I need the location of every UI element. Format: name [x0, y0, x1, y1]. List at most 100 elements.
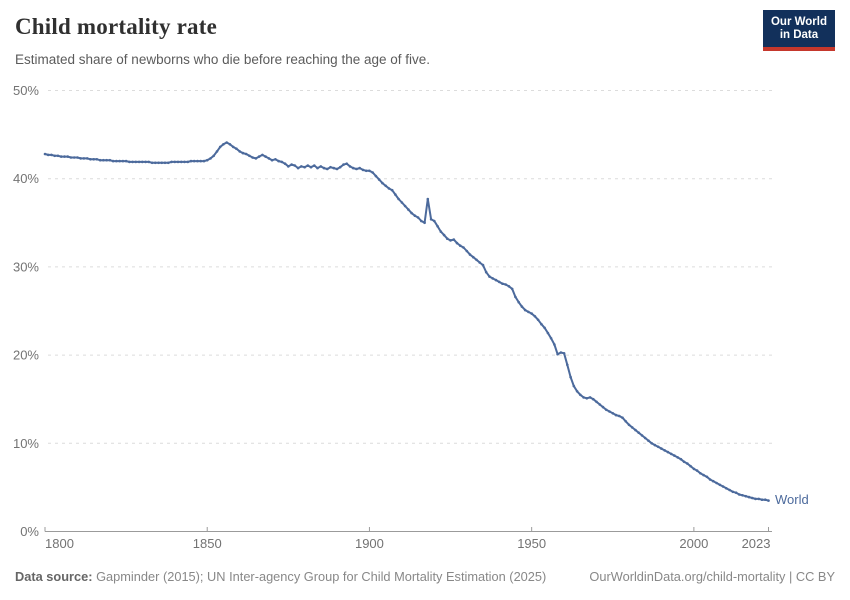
- data-point-marker[interactable]: [316, 166, 319, 170]
- data-point-marker[interactable]: [751, 496, 754, 500]
- data-point-marker[interactable]: [510, 287, 514, 291]
- data-point-marker[interactable]: [728, 488, 731, 492]
- data-point-marker[interactable]: [637, 431, 640, 435]
- data-point-marker[interactable]: [416, 216, 420, 219]
- data-point-marker[interactable]: [449, 239, 452, 242]
- data-point-marker[interactable]: [514, 295, 517, 299]
- data-point-marker[interactable]: [491, 277, 495, 280]
- data-point-marker[interactable]: [562, 352, 566, 355]
- data-point-marker[interactable]: [290, 163, 293, 166]
- data-point-marker[interactable]: [157, 161, 160, 165]
- data-point-marker[interactable]: [575, 390, 579, 393]
- data-point-marker[interactable]: [218, 145, 222, 149]
- data-point-marker[interactable]: [595, 400, 598, 404]
- data-point-marker[interactable]: [608, 410, 611, 413]
- data-point-marker[interactable]: [50, 153, 53, 157]
- data-point-marker[interactable]: [666, 450, 670, 454]
- data-point-marker[interactable]: [764, 498, 767, 502]
- data-point-marker[interactable]: [747, 495, 751, 499]
- data-point-marker[interactable]: [202, 159, 206, 163]
- data-point-marker[interactable]: [468, 253, 472, 256]
- data-point-marker[interactable]: [566, 363, 569, 367]
- data-point-marker[interactable]: [215, 150, 219, 153]
- data-point-marker[interactable]: [601, 405, 605, 409]
- data-point-marker[interactable]: [53, 154, 56, 158]
- data-point-marker[interactable]: [760, 498, 764, 502]
- data-point-marker[interactable]: [507, 285, 511, 288]
- data-point-marker[interactable]: [108, 158, 112, 162]
- data-point-marker[interactable]: [669, 452, 673, 456]
- data-point-marker[interactable]: [176, 160, 180, 164]
- data-point-marker[interactable]: [79, 157, 82, 160]
- data-point-marker[interactable]: [89, 158, 92, 161]
- data-point-marker[interactable]: [592, 397, 595, 401]
- data-point-marker[interactable]: [270, 158, 274, 162]
- data-point-marker[interactable]: [141, 160, 144, 164]
- data-point-marker[interactable]: [520, 305, 524, 308]
- data-point-marker[interactable]: [475, 258, 478, 262]
- data-point-marker[interactable]: [572, 384, 576, 388]
- data-point-marker[interactable]: [222, 143, 225, 146]
- data-point-marker[interactable]: [536, 318, 540, 322]
- data-point-marker[interactable]: [251, 156, 254, 159]
- data-point-marker[interactable]: [627, 423, 631, 427]
- data-point-marker[interactable]: [374, 174, 378, 178]
- data-point-marker[interactable]: [741, 494, 744, 497]
- data-point-marker[interactable]: [643, 436, 647, 440]
- data-point-marker[interactable]: [319, 165, 323, 168]
- data-point-marker[interactable]: [377, 178, 381, 181]
- data-point-marker[interactable]: [160, 161, 164, 165]
- data-point-marker[interactable]: [439, 230, 443, 233]
- data-point-marker[interactable]: [618, 414, 621, 418]
- data-point-marker[interactable]: [121, 159, 125, 163]
- data-point-marker[interactable]: [478, 261, 482, 264]
- data-point-marker[interactable]: [582, 396, 585, 399]
- data-point-marker[interactable]: [348, 165, 352, 168]
- data-point-marker[interactable]: [682, 460, 686, 464]
- data-point-marker[interactable]: [309, 165, 313, 169]
- data-point-marker[interactable]: [410, 211, 413, 215]
- data-point-marker[interactable]: [660, 447, 663, 450]
- data-point-marker[interactable]: [300, 165, 303, 168]
- data-point-marker[interactable]: [257, 155, 261, 158]
- data-point-marker[interactable]: [559, 351, 563, 354]
- data-point-marker[interactable]: [718, 483, 722, 487]
- data-point-marker[interactable]: [105, 158, 108, 162]
- data-point-marker[interactable]: [384, 184, 388, 188]
- data-point-marker[interactable]: [154, 161, 157, 165]
- data-point-marker[interactable]: [614, 413, 618, 417]
- data-point-marker[interactable]: [400, 201, 404, 204]
- entity-label-world[interactable]: World: [775, 492, 809, 507]
- data-point-marker[interactable]: [235, 147, 238, 150]
- data-point-marker[interactable]: [705, 475, 709, 479]
- owid-logo[interactable]: Our World in Data: [762, 10, 835, 51]
- data-point-marker[interactable]: [695, 469, 699, 472]
- data-point-marker[interactable]: [72, 156, 76, 159]
- series-path[interactable]: [44, 141, 770, 502]
- data-point-marker[interactable]: [436, 225, 439, 228]
- data-point-marker[interactable]: [322, 166, 326, 170]
- data-point-marker[interactable]: [196, 159, 199, 163]
- data-point-marker[interactable]: [579, 393, 582, 397]
- data-point-marker[interactable]: [150, 161, 154, 165]
- data-point-marker[interactable]: [488, 275, 491, 278]
- data-point-marker[interactable]: [361, 168, 365, 172]
- data-point-marker[interactable]: [248, 154, 251, 158]
- data-point-marker[interactable]: [306, 164, 310, 167]
- data-point-marker[interactable]: [692, 467, 696, 471]
- data-point-marker[interactable]: [63, 155, 66, 158]
- data-point-marker[interactable]: [397, 197, 400, 201]
- data-point-marker[interactable]: [228, 143, 232, 146]
- data-point-marker[interactable]: [699, 472, 702, 475]
- data-point-marker[interactable]: [296, 166, 300, 170]
- data-point-marker[interactable]: [111, 159, 115, 163]
- data-point-marker[interactable]: [326, 167, 329, 171]
- data-point-marker[interactable]: [82, 157, 86, 160]
- data-point-marker[interactable]: [329, 165, 332, 169]
- data-point-marker[interactable]: [731, 490, 735, 494]
- data-point-marker[interactable]: [183, 160, 186, 164]
- data-point-marker[interactable]: [517, 300, 520, 304]
- data-point-marker[interactable]: [205, 158, 209, 162]
- data-point-marker[interactable]: [137, 160, 141, 164]
- data-point-marker[interactable]: [241, 151, 245, 155]
